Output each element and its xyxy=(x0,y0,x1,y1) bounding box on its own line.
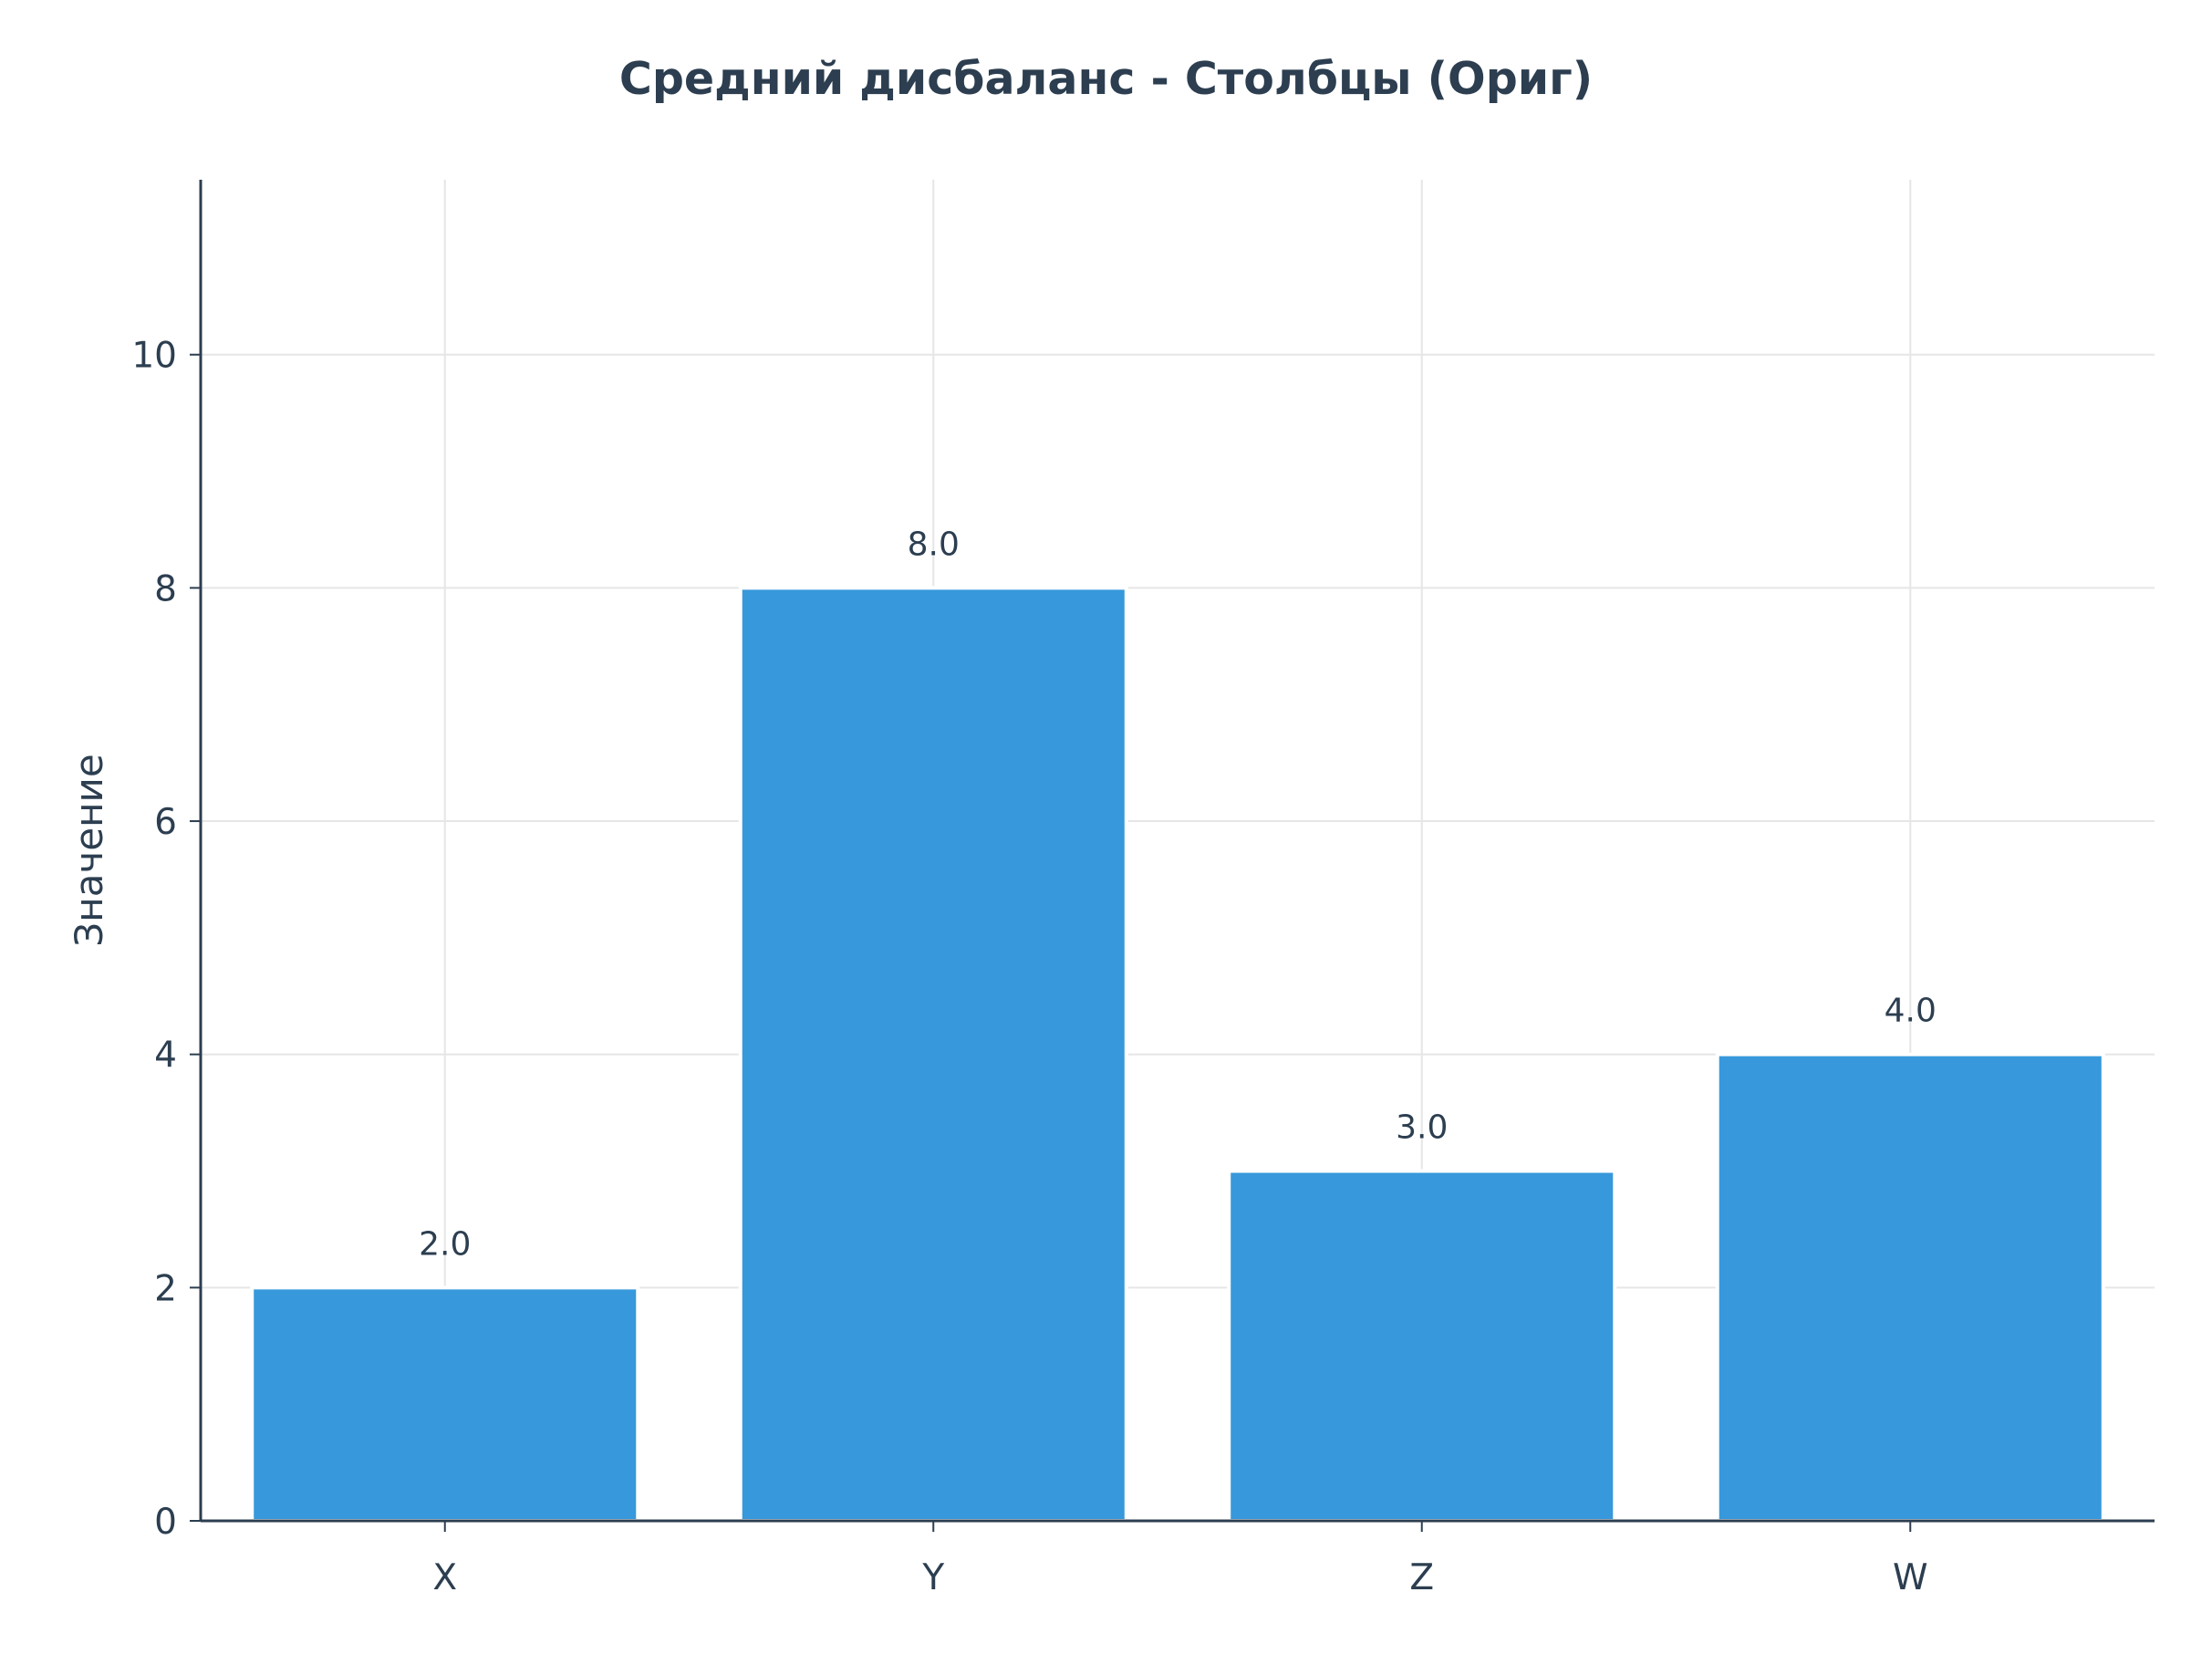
bar-value-label: 8.0 xyxy=(908,526,960,563)
y-tick-label: 10 xyxy=(131,336,177,377)
axes xyxy=(190,180,2155,1532)
bar-z xyxy=(1227,1169,1617,1523)
x-tick-label: Z xyxy=(1409,1557,1434,1598)
bar-value-label: 2.0 xyxy=(419,1225,471,1263)
bar-w xyxy=(1715,1052,2105,1524)
y-tick-label: 2 xyxy=(154,1268,177,1309)
bar-value-label: 3.0 xyxy=(1396,1109,1448,1147)
x-tick-label: X xyxy=(432,1557,457,1598)
y-tick-label: 0 xyxy=(154,1502,177,1543)
labels: 0 2 4 6 8 10 2.0 X 8.0 Y 3.0 Z 4.0 W Значение xyxy=(67,336,1937,1598)
x-tick-label: Y xyxy=(921,1557,944,1598)
chart-title: Средний дисбаланс - Столбцы (Ориг) xyxy=(618,53,1594,105)
bar-x xyxy=(250,1285,640,1523)
y-tick-label: 8 xyxy=(154,568,177,609)
bar-y xyxy=(738,586,1128,1523)
x-tick-label: W xyxy=(1893,1557,1928,1598)
bars xyxy=(250,586,2105,1524)
y-tick-label: 4 xyxy=(154,1035,177,1077)
bar-value-label: 4.0 xyxy=(1885,993,1937,1030)
y-tick-label: 6 xyxy=(154,802,177,843)
y-axis-label: Значение xyxy=(67,754,111,946)
